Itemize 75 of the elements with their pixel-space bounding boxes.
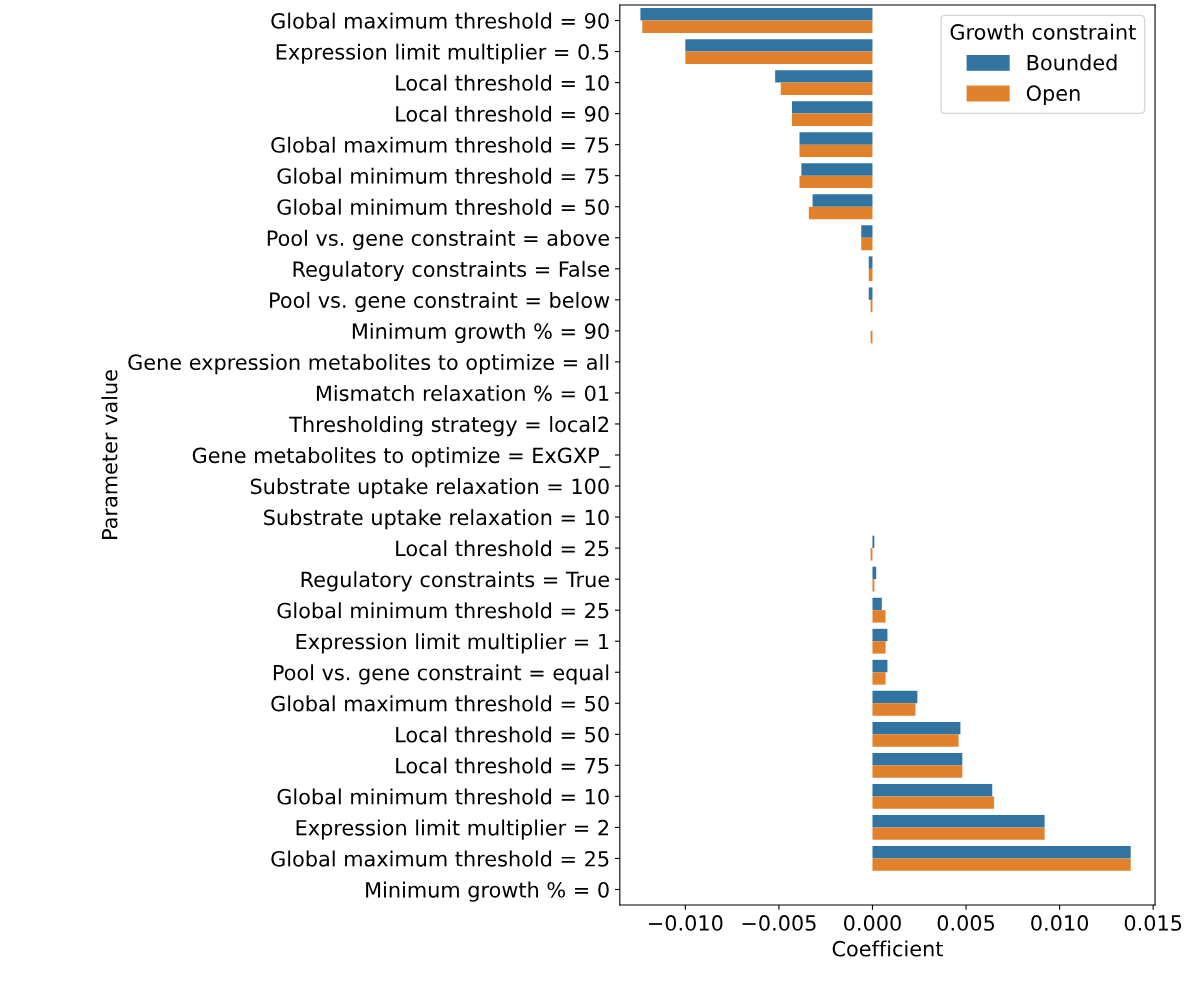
bar xyxy=(872,610,886,623)
x-axis-title: Coefficient xyxy=(832,940,943,957)
x-tick-label: −0.005 xyxy=(742,915,816,931)
bar xyxy=(861,225,873,238)
bar xyxy=(872,659,888,673)
y-tick-label: Regulatory constraints = False xyxy=(293,260,610,282)
bar xyxy=(685,39,873,52)
y-tick-label: Expression limit multiplier = 0.5 xyxy=(276,43,609,64)
bar xyxy=(799,144,873,158)
bar xyxy=(685,51,873,64)
bar xyxy=(872,721,961,735)
bar xyxy=(812,194,873,207)
y-tick-label: Minimum growth % = 90 xyxy=(352,322,609,344)
bar xyxy=(640,8,873,21)
bar xyxy=(775,70,873,83)
bar xyxy=(799,175,873,189)
bar xyxy=(801,163,873,176)
y-tick-label: Pool vs. gene constraint = above xyxy=(267,229,610,251)
y-tick-label: Pool vs. gene constraint = below xyxy=(270,291,610,313)
y-tick-label: Local threshold = 90 xyxy=(396,105,609,122)
bar xyxy=(872,628,888,642)
y-axis-title: Parameter value xyxy=(101,370,118,539)
bar xyxy=(792,113,873,127)
bar xyxy=(642,20,873,33)
bar xyxy=(872,796,995,809)
bar xyxy=(872,815,1045,828)
bar xyxy=(872,641,886,654)
bar xyxy=(872,734,959,747)
x-tick-label: 0.010 xyxy=(1031,915,1089,931)
y-tick-label: Mismatch relaxation % = 01 xyxy=(316,385,609,402)
y-tick-label: Expression limit multiplier = 1 xyxy=(296,633,609,654)
y-tick-label: Substrate uptake relaxation = 100 xyxy=(250,478,609,499)
y-tick-label: Global maximum threshold = 50 xyxy=(271,695,609,712)
y-tick-label: Global minimum threshold = 25 xyxy=(277,602,609,619)
bar xyxy=(861,237,873,251)
y-tick-label: Minimum growth % = 0 xyxy=(366,881,609,902)
legend-label: Bounded xyxy=(1027,54,1117,71)
bar xyxy=(872,765,963,778)
bar xyxy=(872,597,882,611)
bar xyxy=(872,783,993,797)
bar xyxy=(872,827,1045,840)
y-tick-label: Local threshold = 50 xyxy=(396,726,609,743)
bar xyxy=(799,132,873,145)
x-tick-label: 0.015 xyxy=(1124,915,1182,931)
bar xyxy=(872,846,1131,859)
bar xyxy=(872,672,886,685)
bar xyxy=(872,566,877,580)
y-tick-label: Global maximum threshold = 25 xyxy=(271,850,609,867)
legend-label: Open xyxy=(1026,85,1080,106)
y-tick-label: Pool vs. gene constraint = equal xyxy=(273,664,609,685)
x-tick-label: 0.000 xyxy=(844,915,901,931)
y-tick-label: Global minimum threshold = 10 xyxy=(277,788,609,805)
bar xyxy=(872,752,963,766)
y-tick-label: Global minimum threshold = 75 xyxy=(277,167,609,184)
y-tick-label: Regulatory constraints = True xyxy=(301,571,610,592)
x-tick-label: −0.010 xyxy=(648,915,723,931)
bar xyxy=(872,858,1131,871)
bar xyxy=(872,703,916,716)
y-tick-label: Gene metabolites to optimize = ExGXP_ xyxy=(192,447,611,468)
bar xyxy=(808,206,873,220)
y-tick-label: Thresholding strategy = local2 xyxy=(289,416,609,437)
y-tick-label: Global maximum threshold = 75 xyxy=(271,136,609,153)
legend-title: Growth constraint xyxy=(950,23,1136,40)
bar xyxy=(780,82,873,95)
bar xyxy=(792,101,873,114)
y-tick-label: Global maximum threshold = 90 xyxy=(271,12,609,29)
bar xyxy=(872,690,918,704)
x-tick-label: 0.005 xyxy=(937,915,995,931)
y-tick-label: Substrate uptake relaxation = 10 xyxy=(264,509,609,530)
y-tick-label: Local threshold = 25 xyxy=(396,540,609,557)
y-tick-label: Global minimum threshold = 50 xyxy=(277,198,609,215)
y-tick-label: Gene expression metabolites to optimize = all xyxy=(128,353,609,375)
y-tick-label: Local threshold = 10 xyxy=(396,74,609,91)
y-tick-label: Local threshold = 75 xyxy=(396,757,609,774)
y-tick-label: Expression limit multiplier = 2 xyxy=(296,819,609,840)
